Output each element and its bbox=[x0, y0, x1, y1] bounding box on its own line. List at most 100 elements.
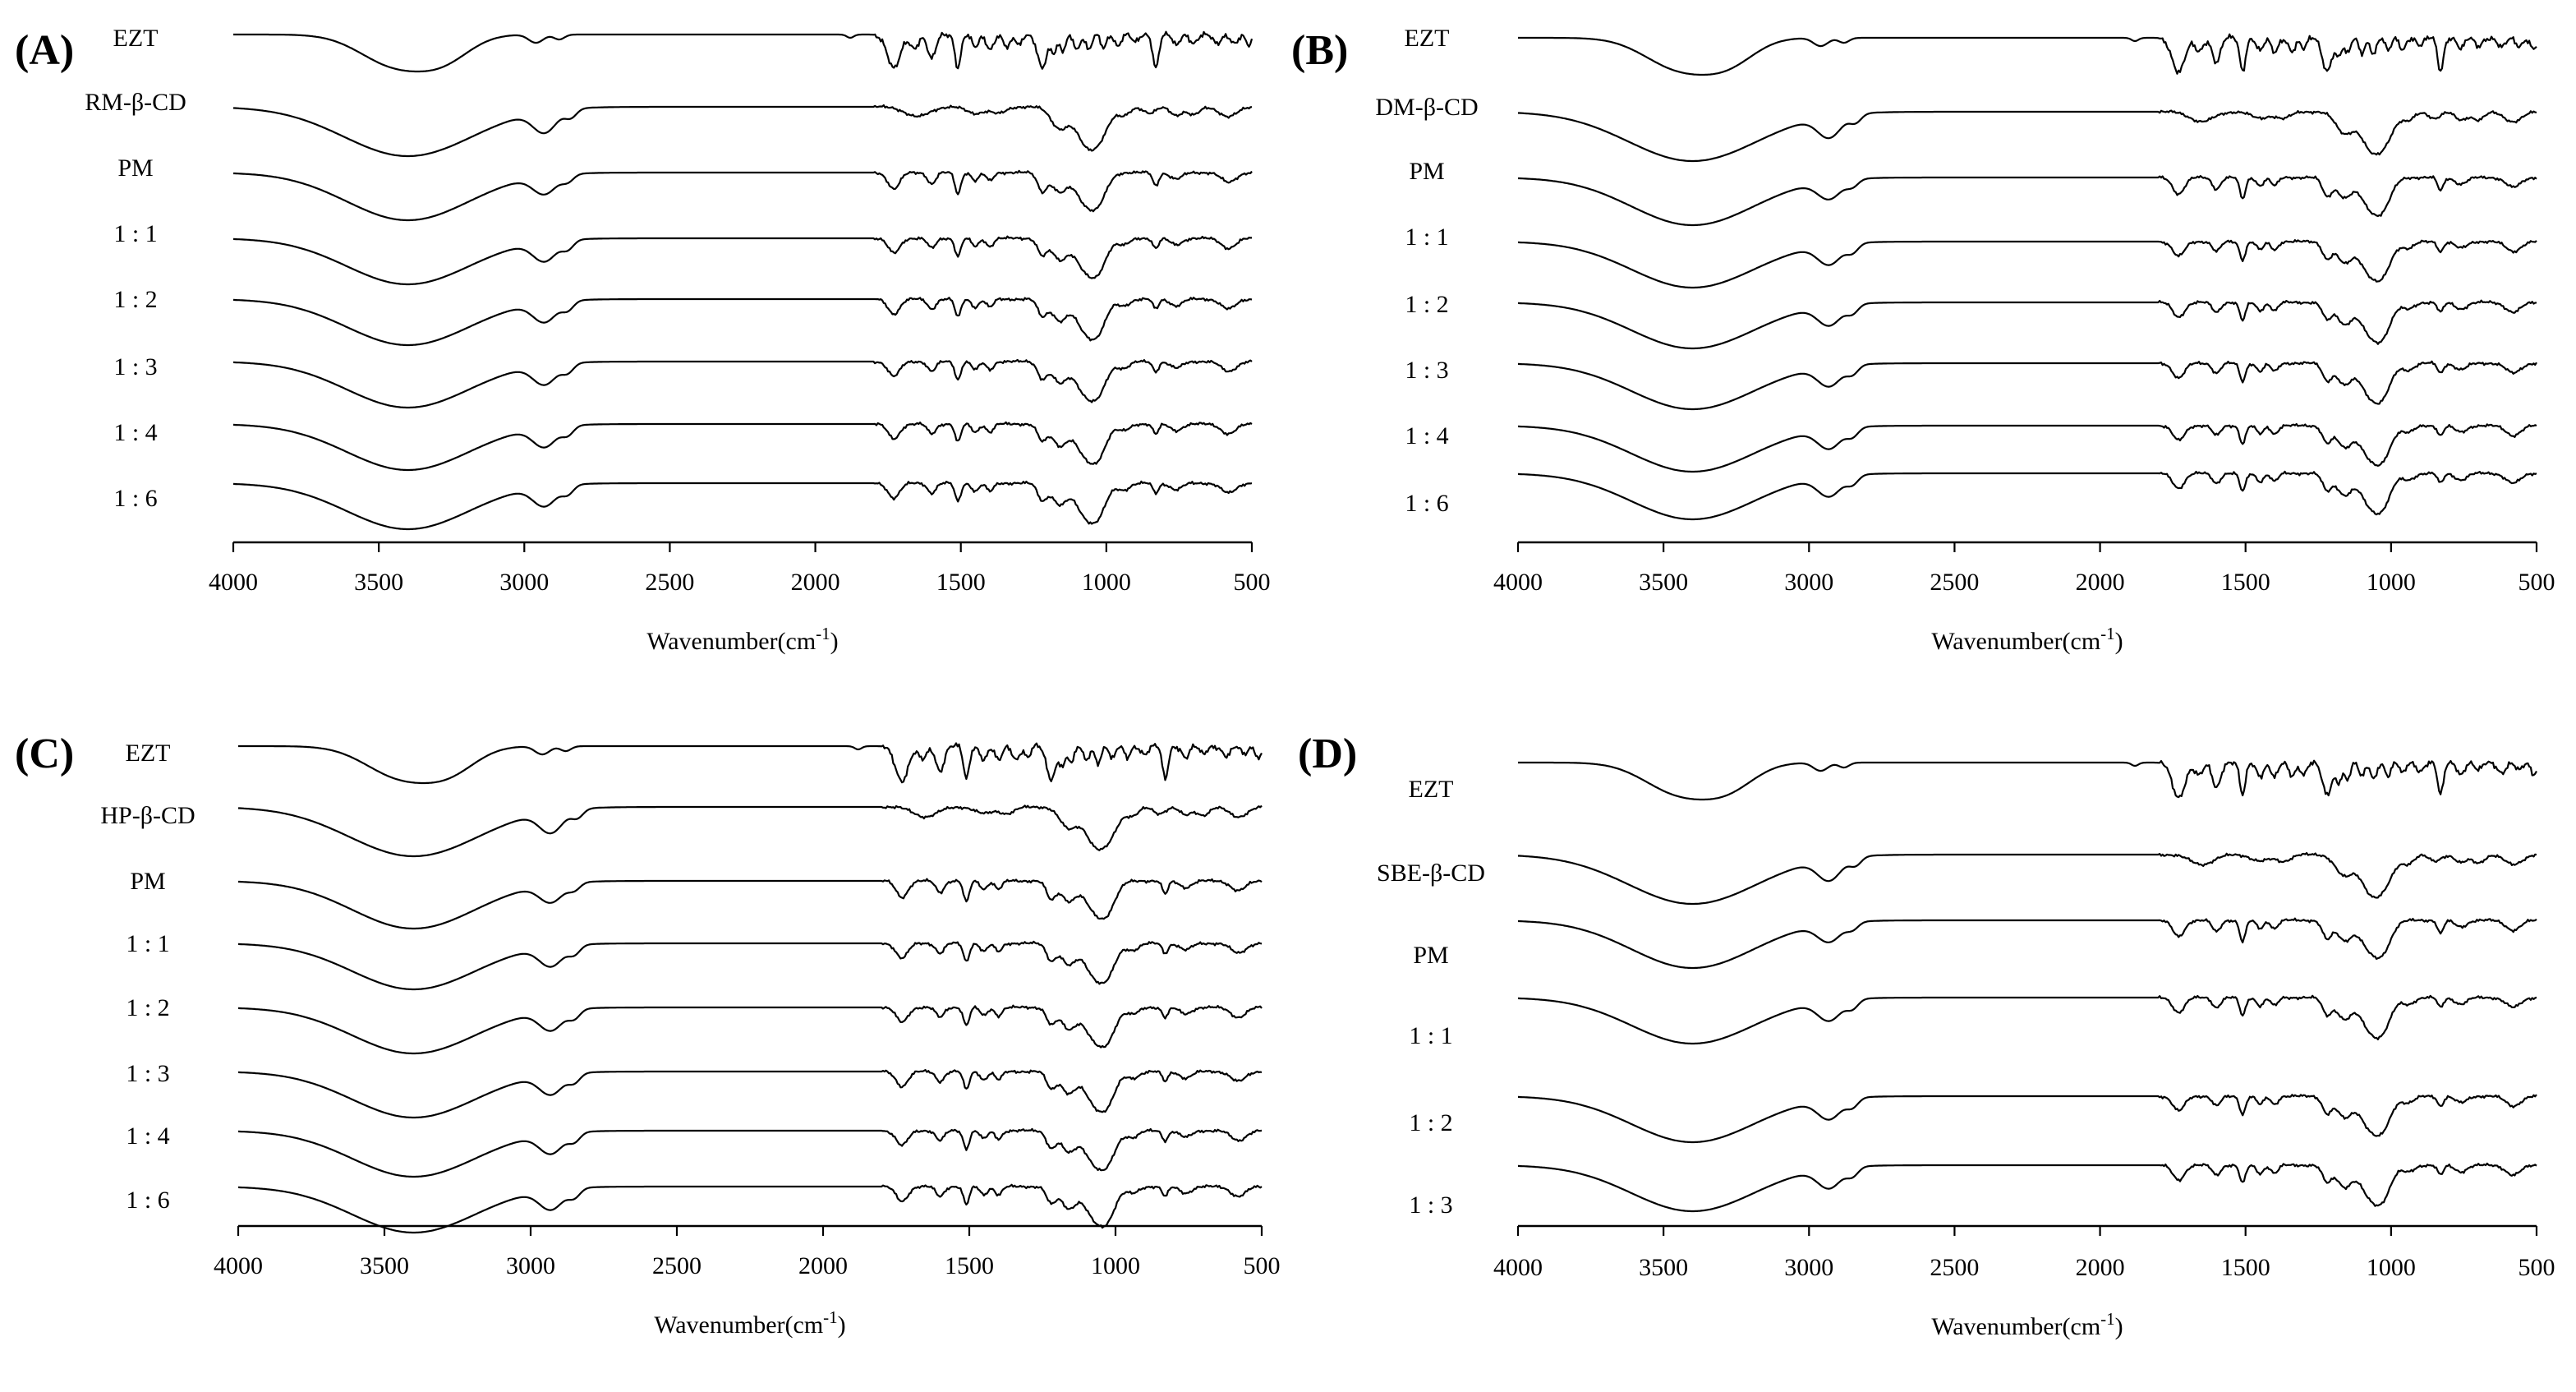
spectrum-line bbox=[233, 169, 1253, 222]
spectrum-label: DM-β-CD bbox=[1375, 94, 1478, 121]
panel-letter: (D) bbox=[1298, 731, 1357, 777]
spectrum-line bbox=[232, 235, 1252, 286]
spectrum-label: 1 : 1 bbox=[113, 220, 157, 247]
x-tick-label: 3500 bbox=[360, 1252, 409, 1279]
x-axis-title: Wavenumber(cm-1) bbox=[1931, 624, 2123, 655]
spectrum-label: 1 : 6 bbox=[113, 485, 157, 512]
spectrum-line bbox=[238, 878, 1263, 930]
spectrum-label: 1 : 6 bbox=[126, 1187, 169, 1214]
spectrum-label: SBE-β-CD bbox=[1377, 860, 1485, 887]
x-tick-label: 4000 bbox=[214, 1252, 263, 1279]
spectrum-label: EZT bbox=[1405, 25, 1450, 52]
x-tick-label: 1000 bbox=[2367, 1254, 2416, 1281]
x-tick-label: 500 bbox=[1244, 1252, 1281, 1279]
spectrum-line bbox=[1518, 109, 2537, 163]
spectrum-label: PM bbox=[130, 868, 165, 895]
x-tick-label: 1000 bbox=[1082, 569, 1131, 596]
spectrum-line bbox=[233, 30, 1254, 73]
panel-letter: (A) bbox=[15, 27, 74, 74]
spectrum-label: EZT bbox=[126, 740, 171, 767]
chart-panel-3: (C) EZT HP-β-CD PM 1 : 1 1 : 2 1 : 3 1 : 4 1 : 6… bbox=[15, 731, 1281, 1339]
panel-letter: (B) bbox=[1291, 27, 1348, 74]
spectrum-label: 1 : 1 bbox=[1409, 1022, 1452, 1049]
spectrum-label: 1 : 3 bbox=[126, 1060, 169, 1087]
spectrum-label: 1 : 1 bbox=[1405, 224, 1448, 251]
spectrum-line bbox=[1517, 299, 2537, 350]
x-tick-label: 4000 bbox=[1493, 569, 1543, 596]
chart-panel-2: (B) EZT DM-β-CD PM 1 : 1 1 : 2 1 : 3 1 : 4 1 : 6… bbox=[1291, 25, 2555, 655]
spectrum-line bbox=[232, 358, 1253, 409]
x-tick-label: 1500 bbox=[2221, 1254, 2270, 1281]
spectrum-label: 1 : 4 bbox=[113, 419, 157, 446]
x-tick-label: 2000 bbox=[791, 569, 840, 596]
spectrum-line bbox=[1517, 239, 2537, 289]
spectrum-line bbox=[232, 421, 1253, 472]
x-tick-label: 3000 bbox=[1784, 569, 1833, 596]
x-tick-label: 1000 bbox=[1091, 1252, 1140, 1279]
spectrum-label: 1 : 3 bbox=[1405, 357, 1448, 384]
spectrum-label: 1 : 2 bbox=[113, 286, 157, 313]
spectrum-line bbox=[1518, 175, 2537, 227]
x-tick-label: 500 bbox=[2518, 1254, 2555, 1281]
spectrum-line bbox=[238, 804, 1263, 858]
x-tick-label: 3000 bbox=[1784, 1254, 1833, 1281]
spectrum-label: 1 : 4 bbox=[126, 1122, 169, 1150]
spectrum-line bbox=[237, 1069, 1263, 1119]
x-tick-label: 1500 bbox=[936, 569, 986, 596]
spectrum-label: HP-β-CD bbox=[100, 802, 195, 829]
x-tick-label: 500 bbox=[1234, 569, 1271, 596]
x-tick-label: 3000 bbox=[506, 1252, 555, 1279]
spectrum-line bbox=[237, 940, 1263, 991]
spectrum-line bbox=[1517, 1162, 2537, 1213]
spectrum-line bbox=[1518, 33, 2537, 76]
spectrum-label: RM-β-CD bbox=[85, 89, 186, 116]
x-tick-label: 2000 bbox=[2076, 1254, 2125, 1281]
spectrum-line bbox=[1518, 759, 2537, 801]
x-tick-label: 4000 bbox=[1493, 1254, 1543, 1281]
x-axis-title: Wavenumber(cm-1) bbox=[646, 624, 838, 655]
spectrum-label: 1 : 4 bbox=[1405, 422, 1448, 449]
x-tick-label: 1500 bbox=[945, 1252, 994, 1279]
spectrum-label: 1 : 2 bbox=[126, 994, 169, 1021]
spectrum-label: PM bbox=[117, 154, 153, 182]
spectrum-label: 1 : 6 bbox=[1405, 490, 1448, 517]
x-tick-label: 2500 bbox=[1930, 1254, 1979, 1281]
spectrum-line bbox=[1517, 470, 2537, 521]
spectrum-line bbox=[232, 480, 1253, 531]
spectrum-line bbox=[1517, 1094, 2537, 1144]
spectrum-label: 1 : 2 bbox=[1409, 1109, 1452, 1136]
x-axis-title: Wavenumber(cm-1) bbox=[1931, 1309, 2123, 1340]
spectrum-line bbox=[233, 104, 1253, 158]
x-tick-label: 2000 bbox=[2076, 569, 2125, 596]
panel-letter: (C) bbox=[15, 731, 74, 777]
spectrum-line bbox=[238, 742, 1263, 785]
spectrum-line bbox=[237, 1127, 1263, 1178]
spectrum-line bbox=[1517, 422, 2537, 473]
x-tick-label: 500 bbox=[2518, 569, 2555, 596]
spectrum-line bbox=[1518, 852, 2537, 906]
spectrum-line bbox=[1518, 917, 2537, 970]
x-tick-label: 1000 bbox=[2367, 569, 2416, 596]
spectrum-line bbox=[237, 1004, 1263, 1055]
x-tick-label: 4000 bbox=[209, 569, 258, 596]
spectrum-label: EZT bbox=[113, 25, 159, 52]
spectrum-label: 1 : 3 bbox=[1409, 1191, 1452, 1219]
spectrum-label: 1 : 3 bbox=[113, 353, 157, 380]
spectrum-label: PM bbox=[1409, 158, 1444, 185]
x-tick-label: 2500 bbox=[645, 569, 694, 596]
chart-panel-1: (A) EZT RM-β-CD PM 1 : 1 1 : 2 1 : 3 1 : 4 1 : 6… bbox=[15, 25, 1271, 655]
x-tick-label: 1500 bbox=[2221, 569, 2270, 596]
x-tick-label: 2500 bbox=[652, 1252, 702, 1279]
x-tick-label: 2000 bbox=[798, 1252, 848, 1279]
x-axis-title: Wavenumber(cm-1) bbox=[654, 1307, 845, 1339]
chart-panel-4: (D) EZT SBE-β-CD PM 1 : 1 1 : 2 1 : 3 4000 3500 3… bbox=[1298, 731, 2555, 1340]
spectrum-line bbox=[232, 297, 1253, 347]
spectrum-line bbox=[237, 1183, 1263, 1234]
x-tick-label: 3500 bbox=[1639, 569, 1688, 596]
x-tick-label: 3500 bbox=[1639, 1254, 1688, 1281]
spectrum-line bbox=[1517, 360, 2537, 411]
spectrum-label: 1 : 1 bbox=[126, 930, 169, 957]
x-tick-label: 3000 bbox=[499, 569, 549, 596]
x-tick-label: 2500 bbox=[1930, 569, 1979, 596]
spectrum-label: EZT bbox=[1409, 776, 1454, 803]
